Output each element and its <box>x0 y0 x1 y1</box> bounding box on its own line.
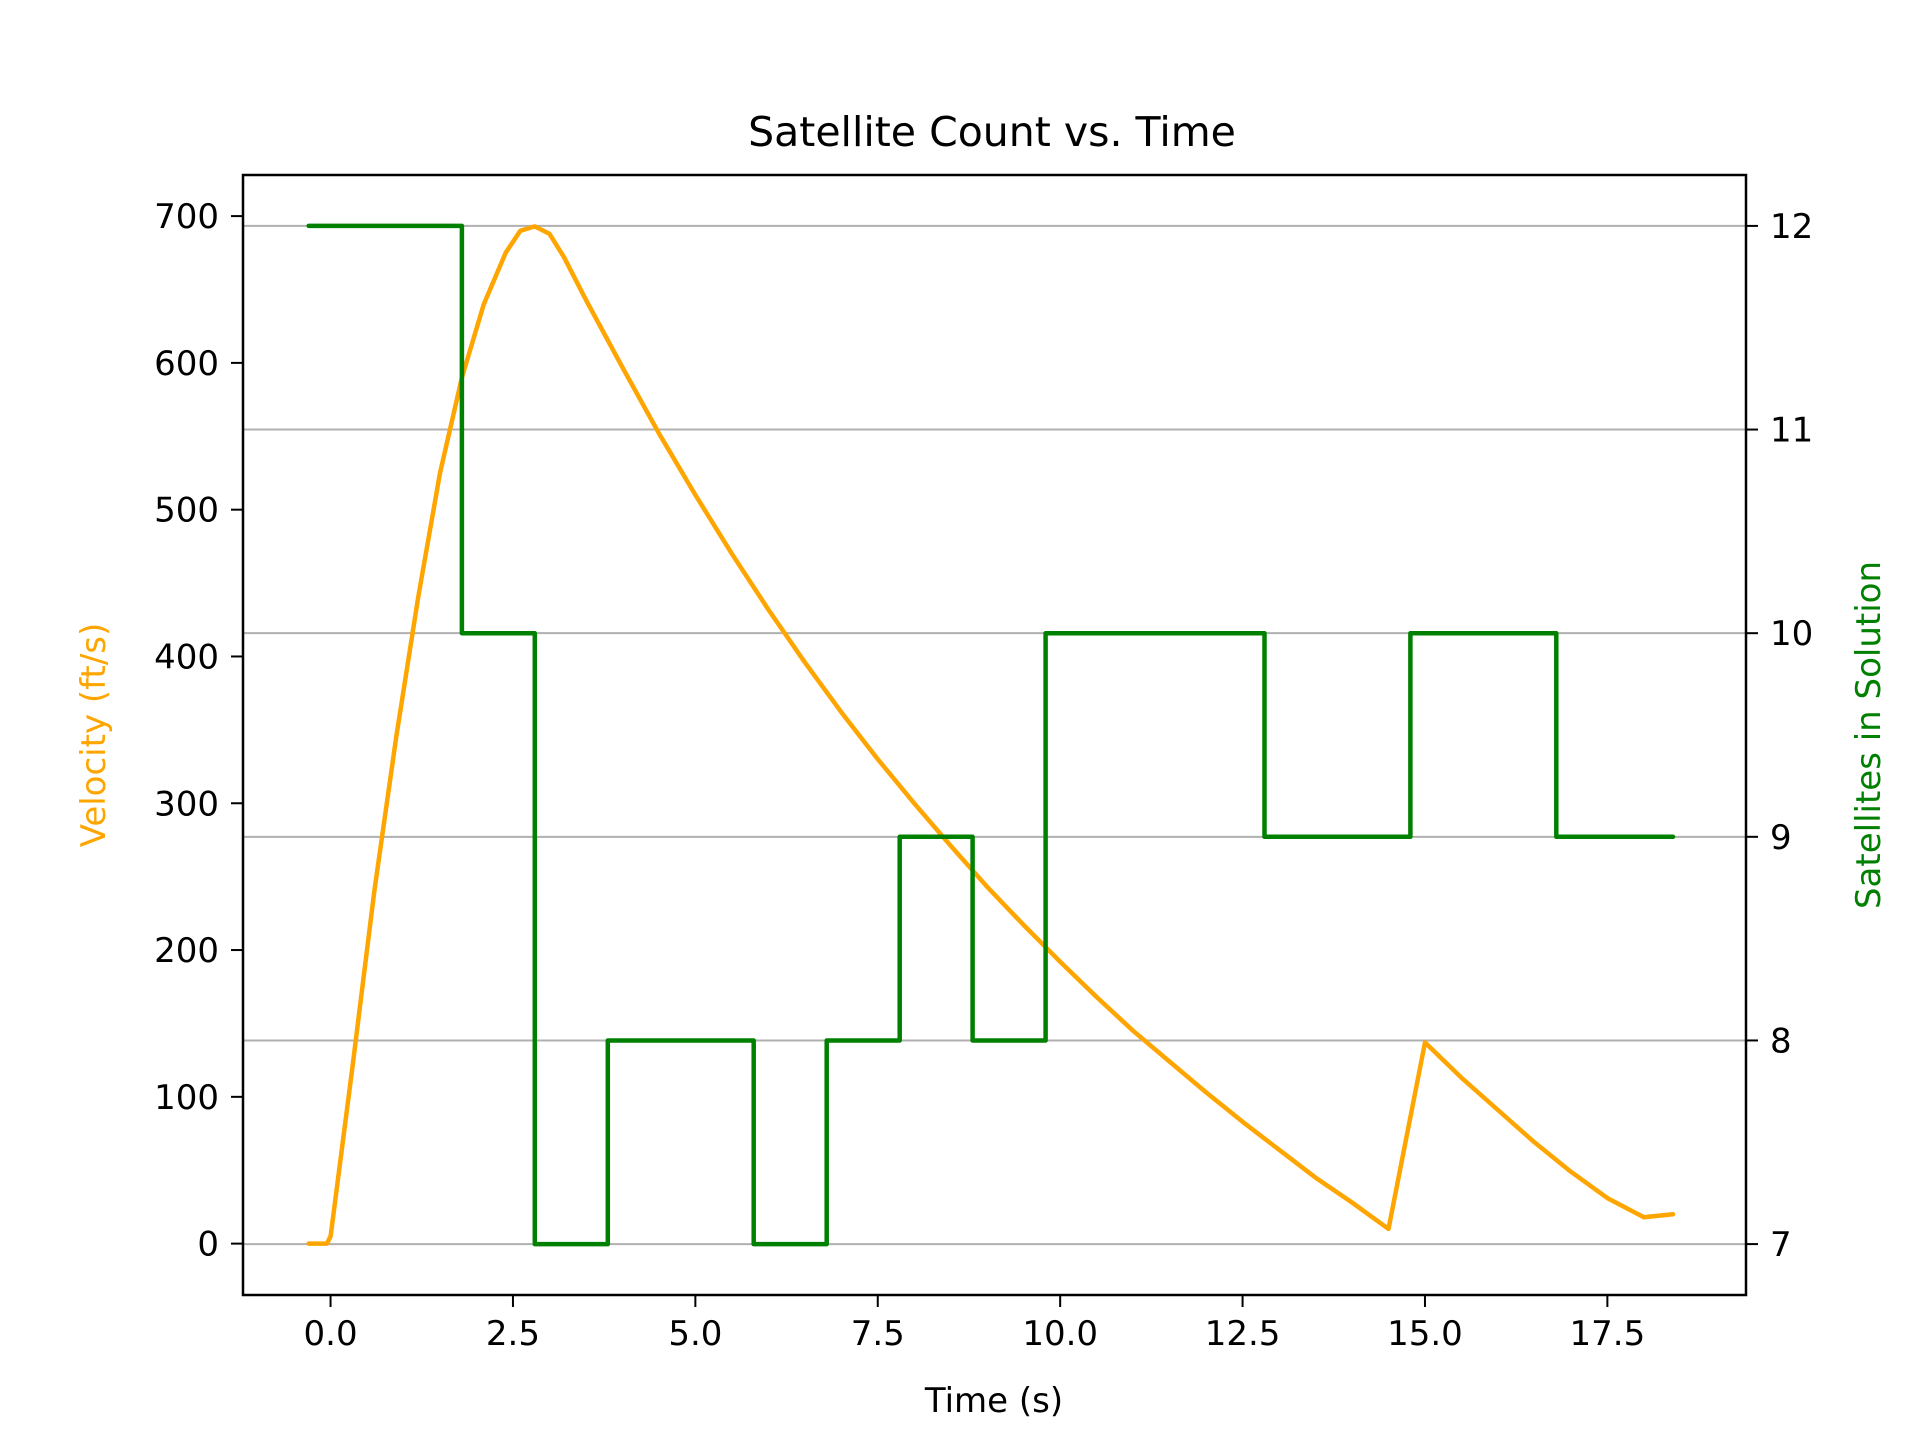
satellite-count-series-line <box>306 223 1676 1247</box>
y-right-tick-label: 12 <box>1770 207 1813 247</box>
x-axis-title: Time (s) <box>924 1381 1063 1421</box>
x-axis: 0.0 2.5 5.0 7.5 10.0 12.5 15.0 17.5 <box>304 1295 1646 1354</box>
y-left-tick-label: 200 <box>154 931 219 971</box>
chart-title: Satellite Count vs. Time <box>748 108 1236 156</box>
x-tick-label: 0.0 <box>304 1314 358 1354</box>
y-axis-right: 7 8 9 10 11 12 <box>1746 207 1813 1265</box>
x-tick-label: 5.0 <box>668 1314 722 1354</box>
velocity-series-line <box>306 224 1676 1246</box>
y-axis-left-title: Velocity (ft/s) <box>74 623 114 848</box>
x-tick-label: 17.5 <box>1570 1314 1646 1354</box>
plot-frame <box>241 173 1748 1297</box>
x-tick-label: 10.0 <box>1022 1314 1098 1354</box>
y-axis-right-title: Satellites in Solution <box>1849 561 1889 909</box>
y-axis-left: 0 100 200 300 400 500 600 700 <box>154 197 243 1265</box>
y-left-tick-label: 300 <box>154 784 219 824</box>
y-right-tick-label: 11 <box>1770 411 1813 451</box>
y-left-tick-label: 0 <box>197 1225 219 1265</box>
y-left-tick-label: 600 <box>154 344 219 384</box>
y-right-tick-label: 10 <box>1770 614 1813 654</box>
y-right-tick-label: 9 <box>1770 818 1792 858</box>
y-left-tick-label: 500 <box>154 491 219 531</box>
y-right-tick-label: 7 <box>1770 1225 1792 1265</box>
y-left-tick-label: 100 <box>154 1078 219 1118</box>
y-left-tick-label: 700 <box>154 197 219 237</box>
y-left-tick-label: 400 <box>154 637 219 677</box>
x-tick-label: 7.5 <box>851 1314 905 1354</box>
y-right-tick-label: 8 <box>1770 1021 1792 1061</box>
x-tick-label: 12.5 <box>1205 1314 1281 1354</box>
plot-series <box>306 223 1676 1247</box>
x-tick-label: 2.5 <box>486 1314 540 1354</box>
x-tick-label: 15.0 <box>1387 1314 1463 1354</box>
